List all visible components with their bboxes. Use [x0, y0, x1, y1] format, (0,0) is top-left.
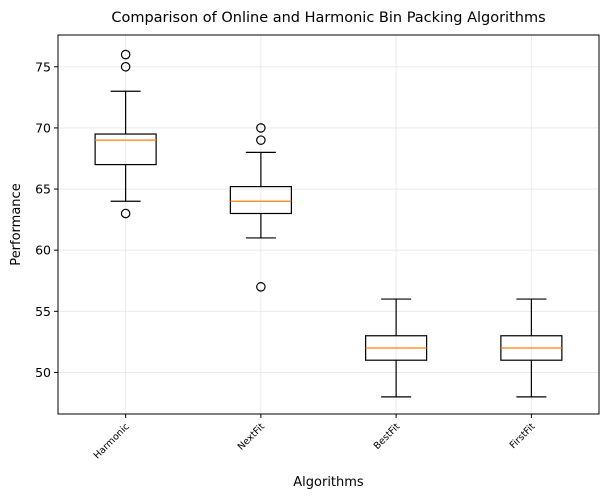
outlier-point — [120, 61, 131, 72]
x-tick-label: NextFit — [236, 421, 267, 452]
outlier-point — [256, 135, 266, 145]
x-axis-label: Algorithms — [293, 475, 364, 490]
x-tick-label: Harmonic — [92, 421, 132, 461]
y-tick-label: 75 — [35, 59, 51, 74]
y-tick-label: 55 — [35, 304, 51, 319]
x-axis: Harmonic NextFit BestFit FirstFit — [92, 414, 538, 461]
y-axis: 50 55 60 65 70 75 — [35, 59, 58, 380]
outlier-point — [256, 282, 266, 292]
outlier-point — [120, 49, 131, 60]
y-tick-label: 65 — [35, 182, 51, 197]
x-tick-label: BestFit — [372, 421, 403, 452]
x-tick-label: FirstFit — [508, 421, 538, 451]
y-tick-label: 70 — [35, 120, 51, 135]
chart-title: Comparison of Online and Harmonic Bin Pa… — [111, 10, 545, 26]
boxes-layer — [94, 49, 563, 398]
plot-frame — [57, 34, 600, 415]
box-harmonic — [94, 49, 157, 219]
grid-lines — [58, 35, 599, 414]
box-iqr — [94, 133, 157, 166]
box-firstfit — [500, 298, 563, 398]
outlier-point — [120, 208, 131, 219]
box-bestfit — [365, 298, 428, 398]
box-nextfit — [229, 123, 292, 292]
box-iqr — [229, 186, 292, 215]
y-tick-label: 60 — [35, 243, 51, 258]
y-tick-label: 50 — [35, 365, 51, 380]
y-axis-label: Performance — [9, 183, 24, 265]
outlier-point — [256, 123, 266, 133]
